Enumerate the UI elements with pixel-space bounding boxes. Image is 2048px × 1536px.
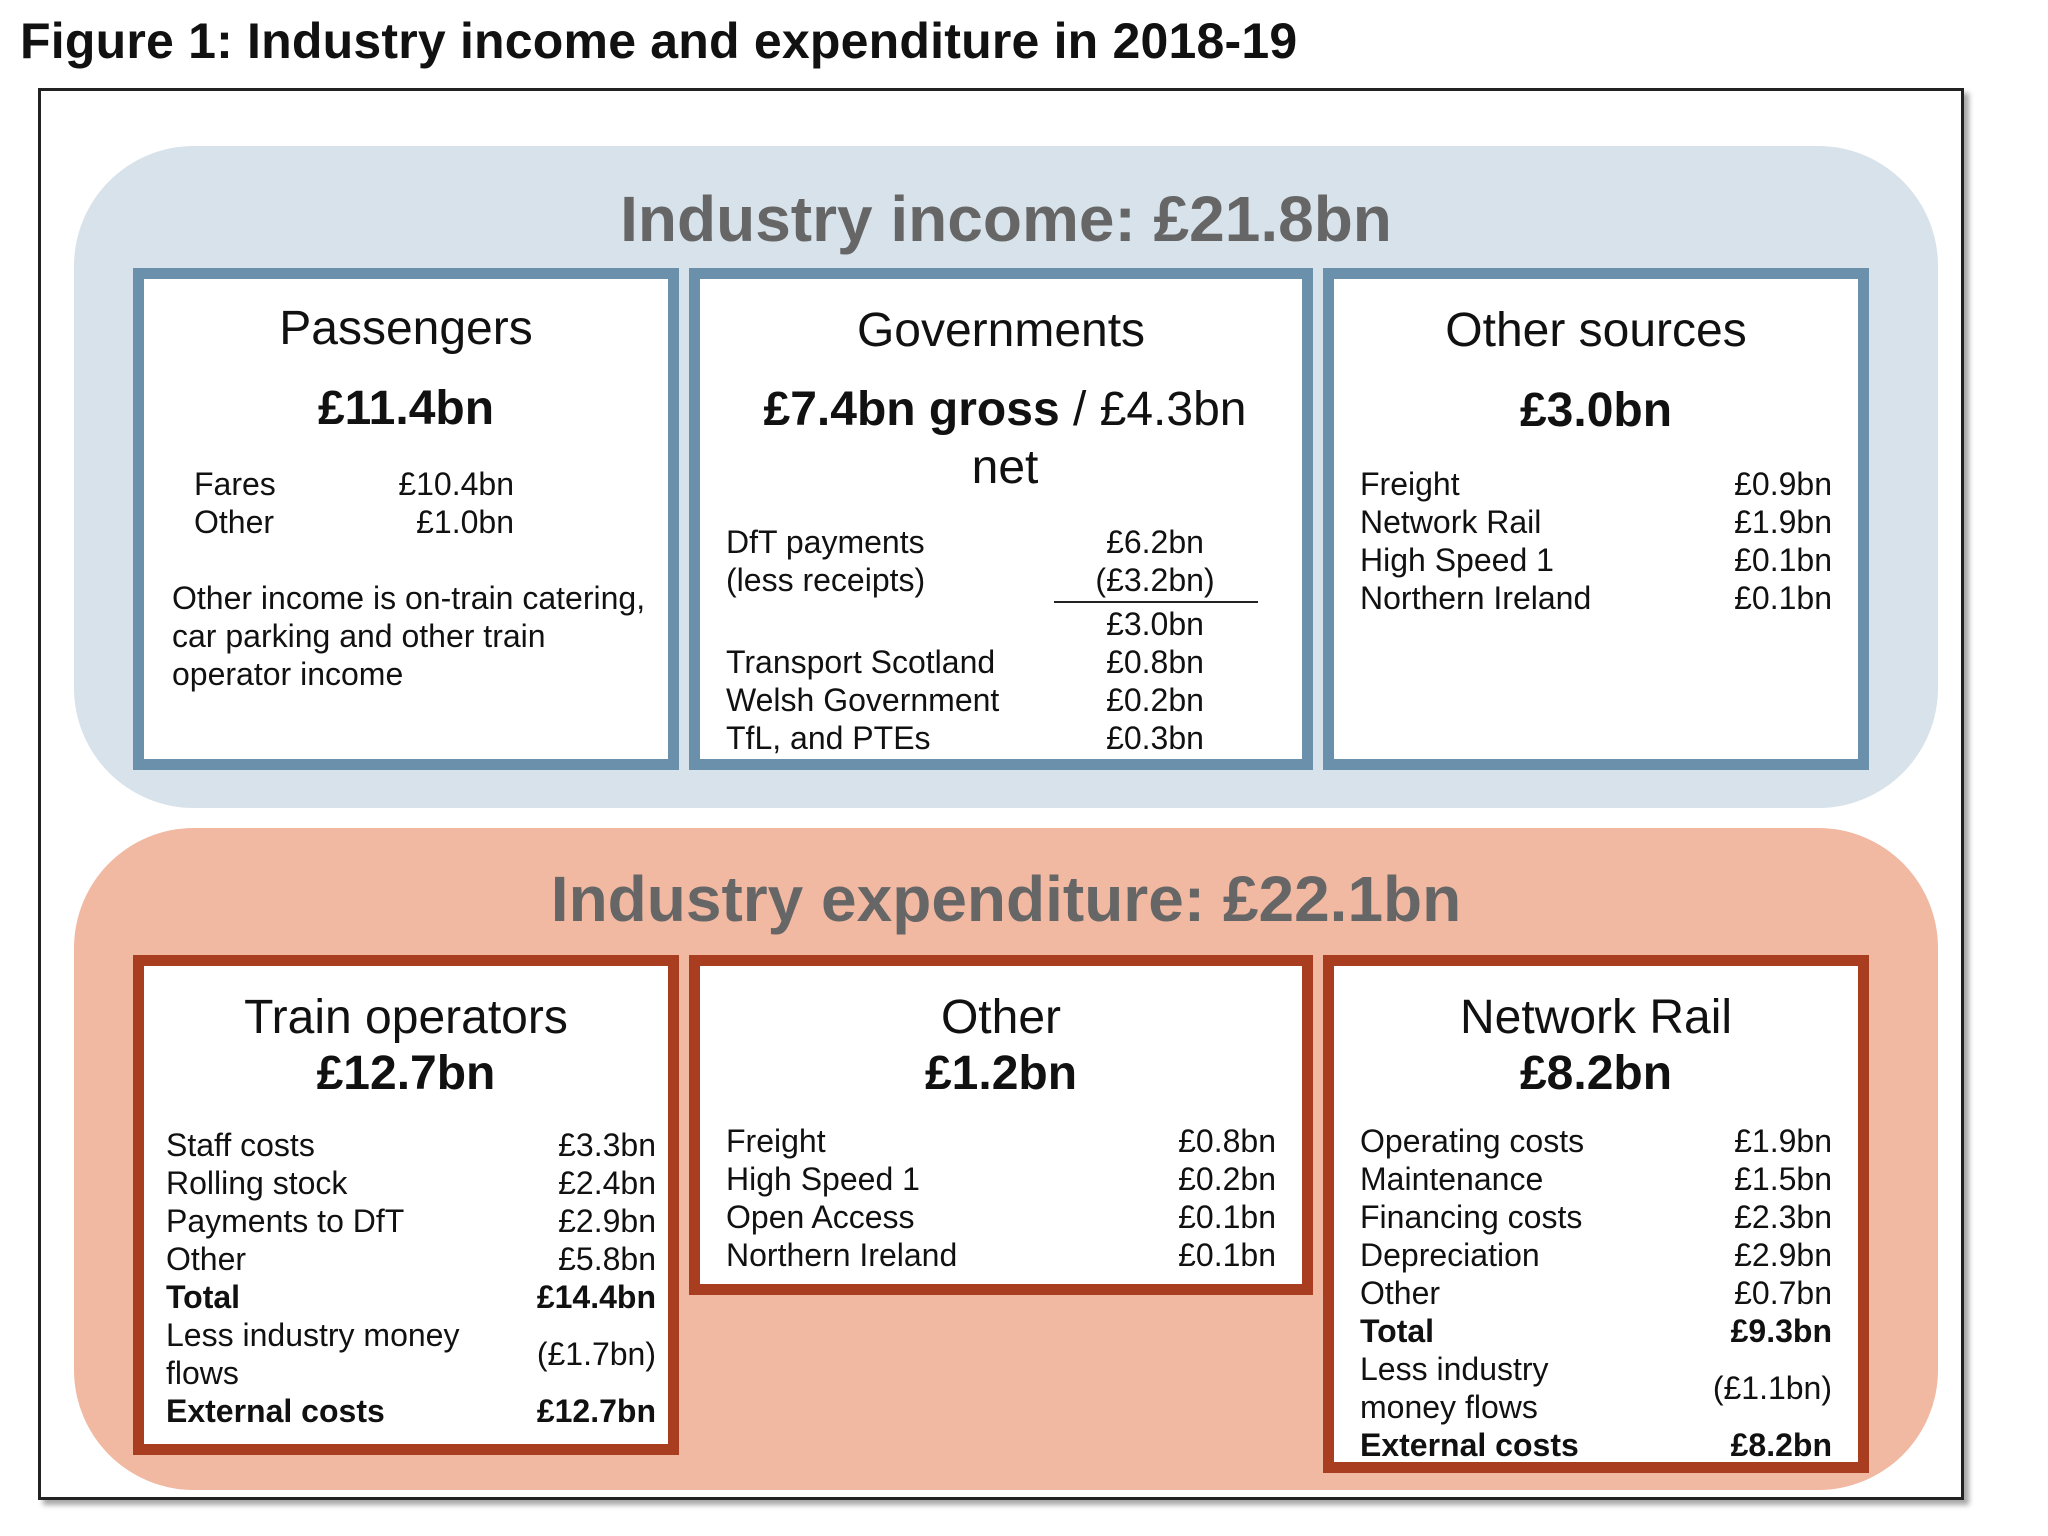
- governments-amount: £7.4bn gross / £4.3bn net: [740, 381, 1270, 497]
- other-expenditure-box: Other £1.2bn Freight £0.8bn High Speed 1 £…: [689, 955, 1313, 1295]
- governments-heading: Governments: [856, 304, 1146, 357]
- network-rail-box: Network Rail £8.2bn Operating costs £1.9b…: [1323, 955, 1869, 1473]
- list-item-label: Welsh Government: [726, 682, 1000, 718]
- list-item: Northern Ireland £0.1bn: [726, 1237, 1276, 1273]
- list-item: High Speed 1 £0.1bn: [1360, 542, 1832, 578]
- other-expenditure-amount: £1.2bn: [924, 1047, 1078, 1100]
- passengers-heading: Passengers: [279, 302, 533, 355]
- other-expenditure-rows: Freight £0.8bn High Speed 1 £0.2bn Open Ac…: [726, 1122, 1276, 1274]
- less-flows-row: Less industry money flows (£1.1bn): [1360, 1351, 1832, 1425]
- list-item: Other £1.0bn: [194, 504, 514, 540]
- governments-values: £0.8bn £0.2bn £0.3bn: [1055, 643, 1255, 757]
- train-operators-heading: Train operators: [244, 991, 568, 1044]
- list-item: Maintenance £1.5bn: [1360, 1161, 1832, 1197]
- governments-separator: /: [1059, 383, 1100, 436]
- list-item-label: TfL, and PTEs: [726, 720, 931, 756]
- list-item: High Speed 1 £0.2bn: [726, 1161, 1276, 1197]
- passengers-rows: Fares £10.4bn Other £1.0bn: [194, 465, 514, 541]
- external-costs-row: External costs £12.7bn: [166, 1393, 656, 1429]
- dft-subtotal: £3.0bn: [1106, 606, 1204, 642]
- governments-box: Governments £7.4bn gross / £4.3bn net Df…: [689, 268, 1313, 770]
- train-operators-box: Train operators £12.7bn Staff costs £3.3b…: [133, 955, 679, 1455]
- list-item: Depreciation £2.9bn: [1360, 1237, 1832, 1273]
- dft-values: £6.2bn (£3.2bn): [1095, 524, 1215, 598]
- list-item: Other £5.8bn: [166, 1241, 656, 1277]
- income-title: Industry income: £21.8bn: [620, 183, 1392, 255]
- figure-title: Figure 1: Industry income and expenditur…: [20, 13, 1298, 69]
- less-flows-row: Less industry money flows (£1.7bn): [166, 1317, 656, 1391]
- list-item: Payments to DfT £2.9bn: [166, 1203, 656, 1239]
- list-item: Freight £0.8bn: [726, 1123, 1276, 1159]
- train-operators-rows: Staff costs £3.3bn Rolling stock £2.4bn Pa…: [166, 1126, 656, 1430]
- list-item-value: £0.8bn: [1106, 644, 1204, 680]
- list-item: Network Rail £1.9bn: [1360, 504, 1832, 540]
- network-rail-rows: Operating costs £1.9bn Maintenance £1.5bn …: [1360, 1122, 1832, 1464]
- train-operators-amount: £12.7bn: [316, 1047, 496, 1100]
- network-rail-heading: Network Rail: [1459, 991, 1733, 1044]
- list-item: Open Access £0.1bn: [726, 1199, 1276, 1235]
- governments-rows: Transport Scotland Welsh Government TfL,…: [726, 643, 1056, 757]
- governments-gross: £7.4bn gross: [763, 383, 1060, 436]
- list-item: Fares £10.4bn: [194, 466, 514, 502]
- expenditure-title: Industry expenditure: £22.1bn: [550, 863, 1462, 935]
- figure-frame: [38, 88, 1964, 1500]
- network-rail-amount: £8.2bn: [1519, 1047, 1673, 1100]
- total-row: Total £14.4bn: [166, 1279, 656, 1315]
- list-item: Rolling stock £2.4bn: [166, 1165, 656, 1201]
- list-item: Freight £0.9bn: [1360, 466, 1832, 502]
- list-item-value: £0.3bn: [1106, 720, 1204, 756]
- total-row: Total £9.3bn: [1360, 1313, 1832, 1349]
- list-item-label: Transport Scotland: [726, 644, 996, 680]
- list-item: Staff costs £3.3bn: [166, 1127, 656, 1163]
- list-item: Financing costs £2.3bn: [1360, 1199, 1832, 1235]
- list-item: Other £0.7bn: [1360, 1275, 1832, 1311]
- list-item: Northern Ireland £0.1bn: [1360, 580, 1832, 616]
- other-sources-amount: £3.0bn: [1519, 384, 1673, 437]
- governments-net: £4.3bn net: [971, 383, 1247, 494]
- list-item: Operating costs £1.9bn: [1360, 1123, 1832, 1159]
- passengers-amount: £11.4bn: [317, 382, 495, 435]
- other-sources-heading: Other sources: [1445, 304, 1747, 357]
- other-sources-box: Other sources £3.0bn Freight £0.9bn Netwo…: [1323, 268, 1869, 770]
- dft-label: DfT payments (less receipts): [726, 524, 926, 598]
- other-sources-rows: Freight £0.9bn Network Rail £1.9bn High Sp…: [1360, 465, 1832, 617]
- list-item-value: £0.2bn: [1106, 682, 1204, 718]
- external-costs-row: External costs £8.2bn: [1360, 1427, 1832, 1463]
- passengers-note: Other income is on-train catering, car p…: [172, 580, 646, 692]
- subtotal-rule: [1054, 601, 1258, 603]
- other-expenditure-heading: Other: [940, 991, 1062, 1044]
- passengers-box: Passengers £11.4bn Fares £10.4bn Other £1.…: [133, 268, 679, 770]
